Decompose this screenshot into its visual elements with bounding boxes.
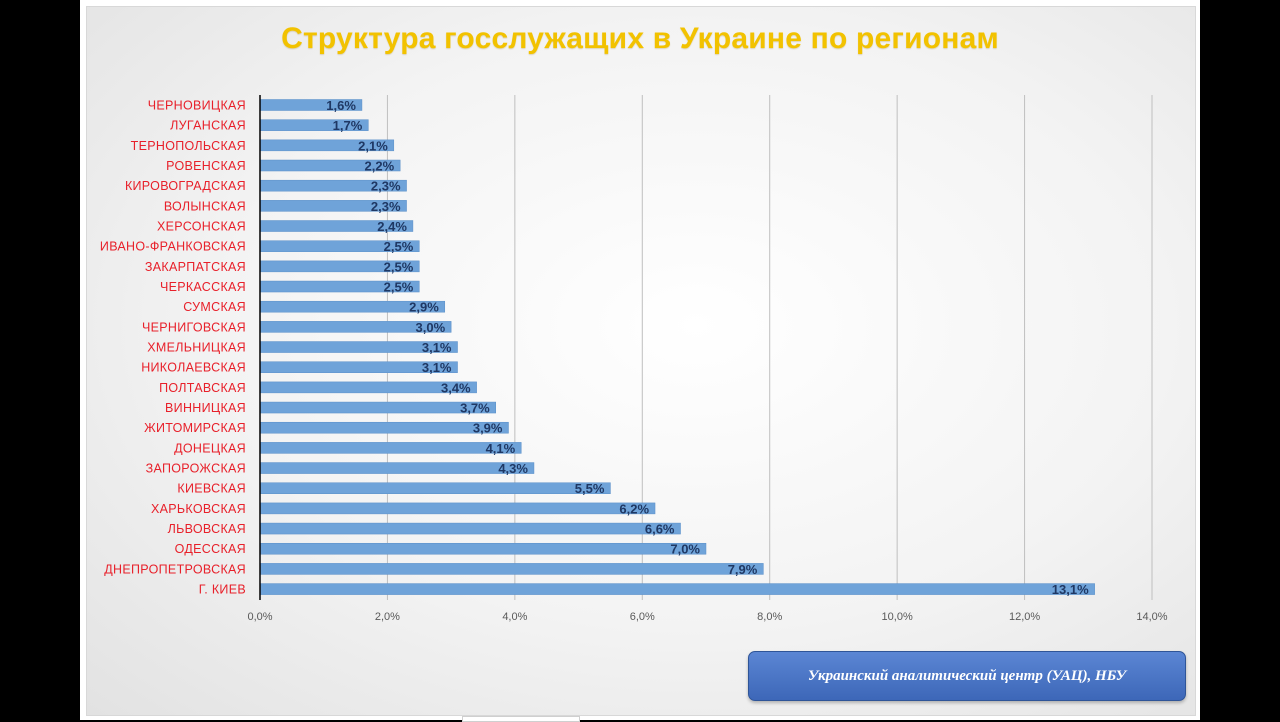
bar [259, 442, 522, 454]
x-tick-label: 6,0% [630, 611, 655, 623]
data-label: 2,5% [384, 259, 414, 274]
data-label: 3,7% [460, 401, 490, 416]
category-label: ЛУГАНСКАЯ [170, 119, 246, 133]
data-label: 13,1% [1052, 582, 1089, 597]
category-label: ОДЕССКАЯ [175, 542, 246, 556]
bottom-strip [462, 716, 580, 722]
data-label: 3,4% [441, 380, 471, 395]
category-label: ВИННИЦКАЯ [165, 401, 246, 415]
data-label: 2,4% [377, 219, 407, 234]
category-label: КИЕВСКАЯ [177, 482, 246, 496]
data-label: 6,2% [619, 501, 649, 516]
data-label: 7,0% [670, 542, 700, 557]
bar [259, 583, 1095, 595]
category-label: НИКОЛАЕВСКАЯ [141, 361, 246, 375]
data-label: 2,2% [365, 159, 395, 174]
data-label: 2,5% [384, 239, 414, 254]
data-label: 3,1% [422, 360, 452, 375]
x-tick-labels: 0,0% 2,0% 4,0% 6,0% 8,0% 10,0% 12,0% 14,0% [247, 611, 1167, 623]
data-label: 2,1% [358, 138, 388, 153]
bars [259, 99, 1095, 595]
data-label: 2,3% [371, 199, 401, 214]
slide: Структура госслужащих в Украине по регио… [80, 0, 1200, 722]
bar [259, 482, 611, 494]
category-label: ЗАПОРОЖСКАЯ [146, 462, 246, 476]
x-tick-label: 14,0% [1136, 611, 1167, 623]
data-label: 2,9% [409, 300, 439, 315]
category-label: ЧЕРКАССКАЯ [160, 280, 246, 294]
bar [259, 462, 535, 474]
grid-lines [386, 95, 1153, 600]
data-label: 7,9% [728, 562, 758, 577]
data-label: 1,7% [333, 118, 363, 133]
category-label: ДНЕПРОПЕТРОВСКАЯ [104, 562, 246, 576]
data-label: 5,5% [575, 481, 605, 496]
category-label: ЗАКАРПАТСКАЯ [145, 260, 246, 274]
category-label: СУМСКАЯ [183, 300, 246, 314]
source-text: Украинский аналитический центр (УАЦ), НБ… [807, 667, 1127, 684]
category-label: ХАРЬКОВСКАЯ [151, 502, 246, 516]
category-label: КИРОВОГРАДСКАЯ [125, 179, 246, 193]
data-label: 4,1% [486, 441, 516, 456]
data-label: 4,3% [498, 461, 528, 476]
bar [259, 542, 707, 555]
category-label: ТЕРНОПОЛЬСКАЯ [131, 139, 246, 153]
bar [259, 522, 681, 535]
category-label: ЧЕРНОВИЦКАЯ [148, 99, 246, 113]
category-label: Г. КИЕВ [199, 583, 246, 597]
bar-chart: ЧЕРНОВИЦКАЯ ЛУГАНСКАЯ ТЕРНОПОЛЬСКАЯ РОВЕНСК… [100, 95, 1168, 623]
data-label: 2,3% [371, 179, 401, 194]
x-tick-label: 12,0% [1009, 611, 1040, 623]
data-label: 1,6% [326, 98, 356, 113]
category-label: ХМЕЛЬНИЦКАЯ [147, 341, 246, 355]
data-label: 2,5% [384, 280, 414, 295]
x-tick-label: 4,0% [502, 611, 527, 623]
category-label: ЖИТОМИРСКАЯ [144, 421, 246, 435]
data-label: 6,6% [645, 522, 675, 537]
data-labels: 1,6% 1,7% 2,1% 2,2% 2,3% 2,3% 2,4% 2,5% 2,5% 2,5%… [326, 98, 1089, 597]
source-box: Украинский аналитический центр (УАЦ), НБ… [748, 651, 1186, 701]
x-tick-label: 0,0% [247, 611, 272, 623]
x-tick-label: 2,0% [375, 611, 400, 623]
category-label: ХЕРСОНСКАЯ [157, 220, 246, 234]
bar [259, 502, 656, 515]
category-labels: ЧЕРНОВИЦКАЯ ЛУГАНСКАЯ ТЕРНОПОЛЬСКАЯ РОВЕНСК… [100, 99, 246, 597]
category-label: ИВАНО-ФРАНКОВСКАЯ [100, 240, 246, 254]
x-tick-label: 8,0% [757, 611, 782, 623]
category-label: ЧЕРНИГОВСКАЯ [142, 320, 246, 334]
category-label: ПОЛТАВСКАЯ [159, 381, 246, 395]
chart-title: Структура госслужащих в Украине по регио… [281, 22, 999, 55]
data-label: 3,0% [416, 320, 446, 335]
category-label: ВОЛЫНСКАЯ [164, 199, 246, 213]
x-tick-label: 10,0% [882, 611, 913, 623]
category-label: РОВЕНСКАЯ [166, 159, 246, 173]
bar [259, 421, 509, 434]
category-label: ЛЬВОВСКАЯ [168, 522, 246, 536]
data-label: 3,1% [422, 340, 452, 355]
category-label: ДОНЕЦКАЯ [174, 441, 246, 455]
bar [259, 563, 764, 575]
data-label: 3,9% [473, 421, 503, 436]
